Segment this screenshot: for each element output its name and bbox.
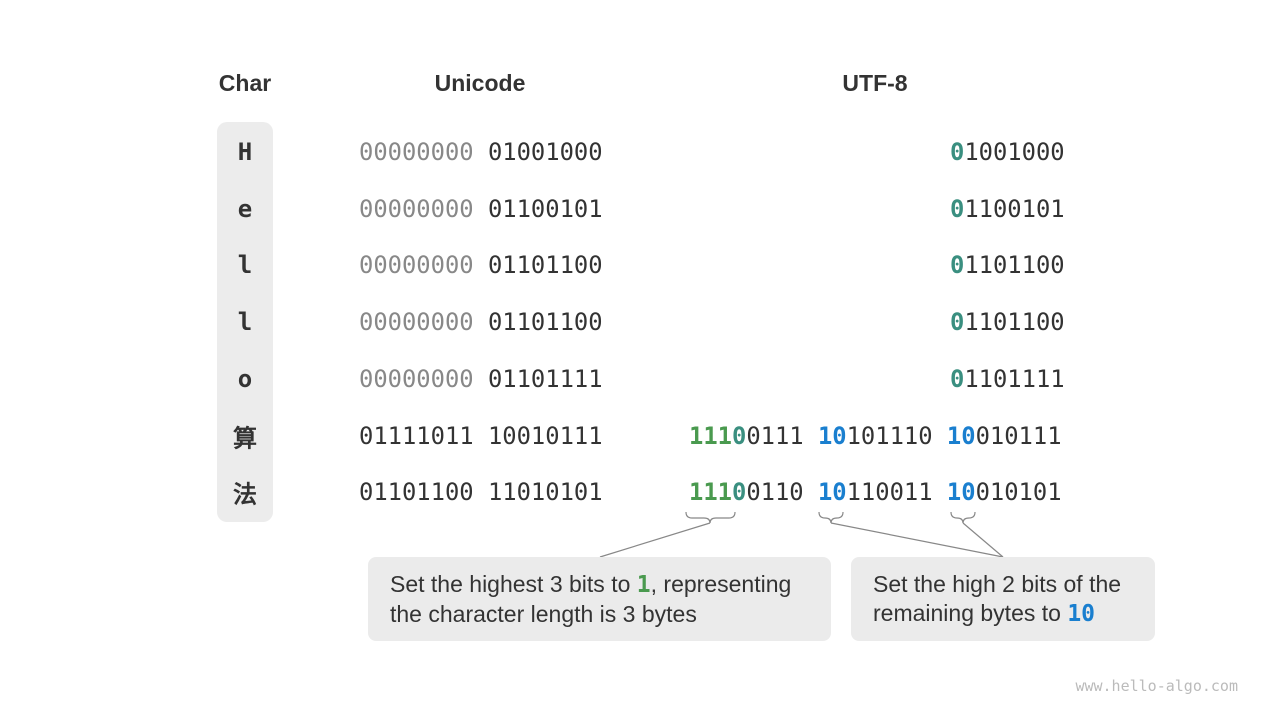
unicode-low-byte: 01101100 [487, 251, 603, 279]
utf8-byte: 10010101 [947, 478, 1062, 506]
payload-bits: 0110 [746, 478, 804, 506]
utf8-byte: 01100101 [950, 195, 1065, 223]
utf8-cell: 11100111 10101110 10010111 [689, 422, 1062, 450]
callout-leading-bits: Set the highest 3 bits to 1, representin… [368, 557, 831, 641]
callout-right-highlight: 10 [1067, 601, 1096, 627]
connector-left [599, 522, 711, 558]
payload-bits: 1101100 [964, 251, 1065, 279]
bracket-continuation-2 [950, 511, 976, 524]
unicode-high-byte: 00000000 [359, 138, 474, 166]
char-cell: H [237, 138, 253, 166]
unicode-cell: 00000000 01100101 [359, 195, 603, 223]
utf8-byte: 01101111 [950, 365, 1065, 393]
payload-bits: 1001000 [964, 138, 1065, 166]
unicode-cell: 00000000 01101100 [359, 308, 603, 336]
prefix-bits: 0 [950, 365, 965, 393]
unicode-high-byte: 00000000 [359, 365, 474, 393]
unicode-cell: 01101100 11010101 [359, 478, 603, 506]
prefix-bits: 0 [731, 478, 747, 506]
prefix-bits: 0 [731, 422, 747, 450]
utf8-byte: 11100110 [689, 478, 804, 506]
prefix-bits: 111 [689, 422, 732, 450]
utf8-cell: 01101100 [950, 308, 1065, 336]
unicode-low-byte: 01101111 [487, 365, 603, 393]
unicode-cell: 00000000 01101111 [359, 365, 603, 393]
bracket-continuation-1 [818, 511, 844, 524]
payload-bits: 101110 [846, 422, 933, 450]
payload-bits: 1101111 [964, 365, 1065, 393]
unicode-high-byte: 01111011 [359, 422, 474, 450]
header-char: Char [218, 70, 272, 96]
utf8-byte: 10010111 [947, 422, 1062, 450]
utf8-byte: 10110011 [818, 478, 933, 506]
prefix-bits: 0 [950, 138, 965, 166]
connector-right-1 [830, 522, 1004, 558]
char-column-background [217, 122, 273, 522]
prefix-bits: 10 [946, 478, 976, 506]
utf8-cell: 01001000 [950, 138, 1065, 166]
unicode-cell: 01111011 10010111 [359, 422, 603, 450]
payload-bits: 1101100 [964, 308, 1065, 336]
prefix-bits: 0 [950, 251, 965, 279]
prefix-bits: 111 [689, 478, 732, 506]
utf8-byte: 01101100 [950, 251, 1065, 279]
utf8-cell: 01100101 [950, 195, 1065, 223]
prefix-bits: 10 [946, 422, 976, 450]
unicode-high-byte: 00000000 [359, 195, 474, 223]
char-cell: l [237, 251, 253, 279]
utf8-byte: 10101110 [818, 422, 933, 450]
char-cell: 法 [233, 480, 257, 509]
callout-continuation-bits: Set the high 2 bits of the remaining byt… [851, 557, 1155, 641]
callout-left-text: Set the highest 3 bits to [390, 571, 637, 597]
header-unicode: Unicode [434, 70, 526, 96]
utf8-byte: 11100111 [689, 422, 804, 450]
prefix-bits: 10 [817, 478, 847, 506]
callout-left-highlight: 1 [636, 572, 651, 598]
unicode-high-byte: 00000000 [359, 308, 474, 336]
utf8-byte: 01101100 [950, 308, 1065, 336]
unicode-cell: 00000000 01001000 [359, 138, 603, 166]
unicode-high-byte: 00000000 [359, 251, 474, 279]
unicode-low-byte: 10010111 [487, 422, 603, 450]
unicode-low-byte: 01101100 [487, 308, 603, 336]
header-utf8: UTF-8 [842, 70, 908, 96]
payload-bits: 010111 [975, 422, 1062, 450]
callout-left-text-end: , representing the character length is 3… [390, 571, 792, 627]
prefix-bits: 0 [950, 195, 965, 223]
bracket-leading-bits [685, 511, 736, 524]
utf8-byte: 01001000 [950, 138, 1065, 166]
payload-bits: 010101 [975, 478, 1062, 506]
utf8-cell: 01101111 [950, 365, 1065, 393]
char-cell: l [237, 308, 253, 336]
payload-bits: 1100101 [964, 195, 1065, 223]
unicode-low-byte: 11010101 [487, 478, 603, 506]
utf8-cell: 11100110 10110011 10010101 [689, 478, 1062, 506]
connector-right-2 [962, 522, 1004, 558]
unicode-low-byte: 01100101 [487, 195, 603, 223]
unicode-high-byte: 01101100 [359, 478, 474, 506]
callout-right-text: Set the high 2 bits of the remaining byt… [873, 571, 1122, 626]
char-cell: 算 [233, 424, 257, 453]
prefix-bits: 0 [950, 308, 965, 336]
unicode-low-byte: 01001000 [487, 138, 603, 166]
unicode-cell: 00000000 01101100 [359, 251, 603, 279]
watermark: www.hello-algo.com [1075, 677, 1238, 695]
prefix-bits: 10 [817, 422, 847, 450]
payload-bits: 0111 [746, 422, 804, 450]
utf8-cell: 01101100 [950, 251, 1065, 279]
payload-bits: 110011 [846, 478, 933, 506]
char-cell: e [237, 195, 253, 223]
char-cell: o [237, 365, 253, 393]
